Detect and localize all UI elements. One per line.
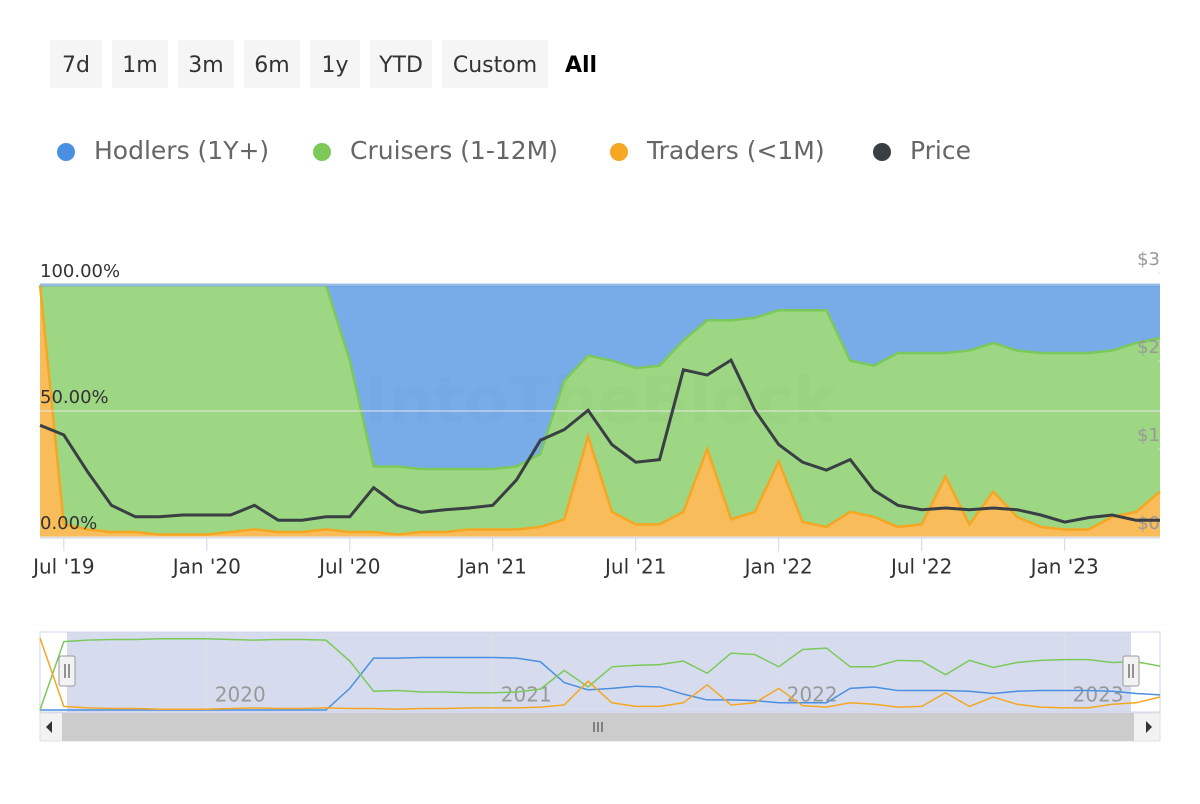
range-button[interactable]: YTD [370,40,432,88]
x-tick-label: Jul '22 [889,555,952,579]
handle-grip [64,664,70,678]
range-button[interactable]: 3m [178,40,234,88]
button-label[interactable]: 1y [321,53,348,78]
legend-marker [873,143,891,161]
legend-marker [313,143,331,161]
button-label[interactable]: 1m [122,53,157,78]
x-tick-label: Jan '22 [743,555,813,579]
button-bg [310,40,360,88]
button-bg [370,40,432,88]
legend-item[interactable]: Cruisers (1-12M) [313,136,558,165]
range-button[interactable]: All [565,53,597,78]
navigator-handle[interactable] [1122,655,1140,687]
legend-marker [57,143,75,161]
legend-label[interactable]: Cruisers (1-12M) [350,136,558,165]
y-tick-label: 100.00% [40,261,120,282]
price-line [39,357,1160,524]
navigator-line [39,637,1161,711]
legend-marker [610,143,628,161]
navigator-tick-label: 2023 [1073,683,1124,707]
area-edge [38,284,1161,536]
navigator: 2020 2021 2022 2023 [39,631,1161,713]
y2-tick-label: $3 [1137,249,1160,270]
navigator-handle[interactable] [58,655,76,687]
y2-tick-label: $0 [1137,513,1160,534]
scroll-left-arrow[interactable] [46,721,52,733]
range-button[interactable]: 6m [244,40,300,88]
x-tick-label: Jul '19 [31,555,94,579]
scrollbar-grip [593,722,603,732]
x-tick-label: Jul '20 [317,555,380,579]
button-label[interactable]: 7d [62,53,90,78]
range-button[interactable]: 1m [112,40,168,88]
legend-label[interactable]: Hodlers (1Y+) [94,136,269,165]
navigator-line [40,656,1161,711]
button-bg [244,40,300,88]
x-tick-label: Jan '20 [171,555,241,579]
legend-label[interactable]: Traders (<1M) [646,136,825,165]
range-selector: 7d 1m 3m 6m 1y YTD Custom All [50,40,597,88]
button-bg [178,40,234,88]
navigator-tick-label: 2020 [215,683,266,707]
button-bg [50,40,102,88]
y-tick-label: 0.00% [40,513,97,534]
range-button[interactable]: 7d [50,40,102,88]
range-button[interactable]: Custom [442,40,548,88]
plot-area: IntoTheBlock0.00%50.00%100.00%$0$1$2$3Ju… [31,249,1161,579]
legend-item[interactable]: Hodlers (1Y+) [57,136,269,165]
button-label[interactable]: 6m [254,53,289,78]
x-tick-label: Jul '21 [603,555,666,579]
legend-label[interactable]: Price [910,136,971,165]
x-tick-label: Jan '21 [457,555,527,579]
x-tick-label: Jan '23 [1029,555,1099,579]
range-button[interactable]: 1y [310,40,360,88]
y2-tick-label: $2 [1137,337,1160,358]
y-tick-label: 50.00% [40,387,109,408]
button-label[interactable]: All [565,53,597,78]
button-label[interactable]: YTD [378,53,423,78]
area [40,285,1160,469]
scroll-right-arrow[interactable] [1146,721,1152,733]
legend-item[interactable]: Price [873,136,971,165]
navigator-selection [67,632,1131,712]
legend-item[interactable]: Traders (<1M) [610,136,825,165]
button-bg [442,40,548,88]
area [40,285,1160,535]
button-label[interactable]: Custom [453,53,537,78]
navigator-line [39,637,1161,711]
scrollbar [39,655,1161,742]
button-label[interactable]: 3m [188,53,223,78]
button-bg [112,40,168,88]
legend: Hodlers (1Y+) Cruisers (1-12M) Traders (<1… [57,136,971,165]
y2-tick-label: $1 [1137,425,1160,446]
handle-grip [1128,664,1134,678]
area [40,285,1160,537]
